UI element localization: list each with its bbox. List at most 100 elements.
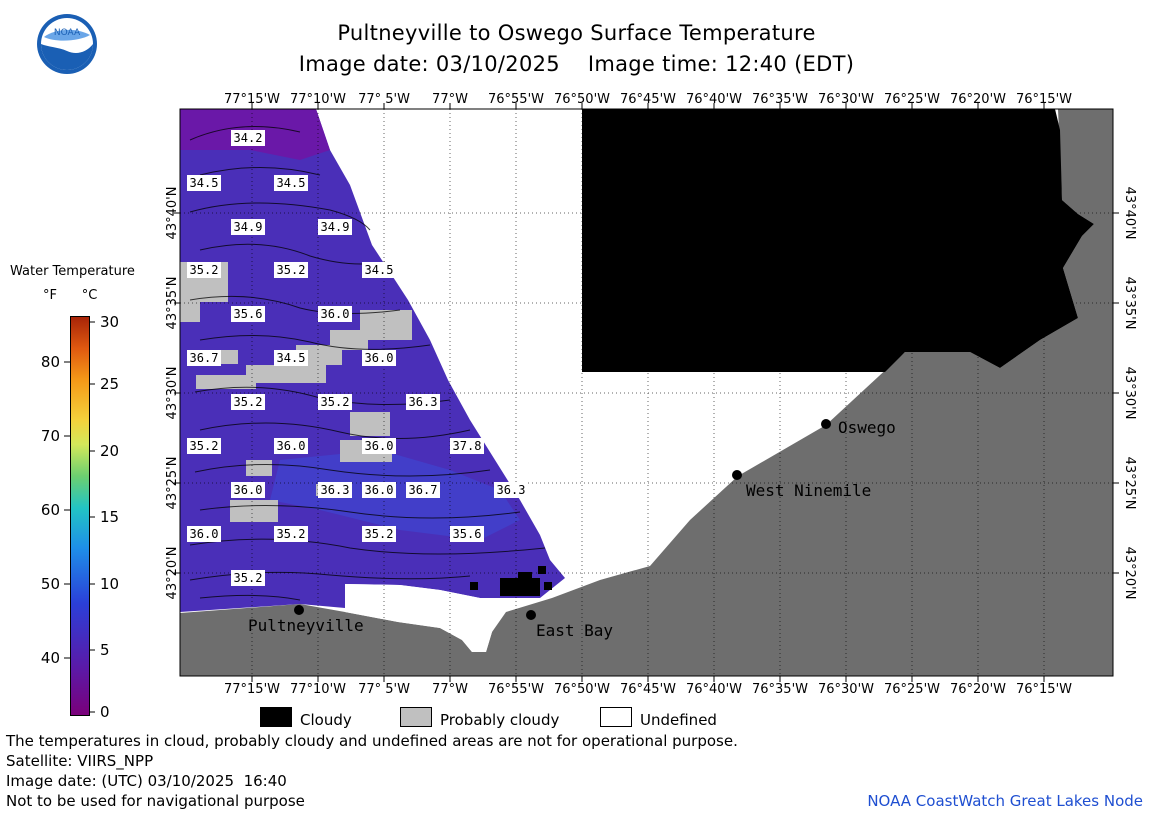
temperature-label: 35.6 — [234, 307, 263, 321]
cloud-area — [582, 109, 1094, 372]
lat-label: 43°25'N — [165, 457, 180, 510]
temperature-label-box — [231, 482, 265, 498]
temperature-label-box — [231, 130, 265, 146]
lat-label: 43°20'N — [165, 547, 180, 600]
footer-satellite: Satellite: VIIRS_NPP — [6, 752, 154, 770]
colorbar-title: Water Temperature — [10, 264, 135, 279]
temperature-label: 36.7 — [409, 483, 438, 497]
credit-link[interactable]: NOAA CoastWatch Great Lakes Node — [867, 792, 1143, 810]
temperature-label-box — [494, 482, 528, 498]
temperature-colorbar — [70, 316, 90, 716]
lon-label: 77°10'W — [290, 682, 346, 697]
colorbar-c-tick: 10 — [100, 575, 119, 593]
lon-label: 77° 5'W — [358, 92, 410, 107]
lon-label: 76°25'W — [884, 92, 940, 107]
temperature-label: 36.0 — [365, 439, 394, 453]
lat-label: 43°35'N — [1122, 277, 1137, 330]
place-label-pultneyville: Pultneyville — [248, 616, 364, 635]
temperature-label: 36.0 — [277, 439, 306, 453]
legend-swatch-undefined — [600, 707, 632, 727]
lon-label: 76°55'W — [488, 682, 544, 697]
temperature-label-box — [362, 482, 396, 498]
temperature-label: 36.0 — [365, 351, 394, 365]
colorbar-f-tick: 50 — [41, 575, 60, 593]
temperature-label: 36.7 — [190, 351, 219, 365]
temperature-label-box — [274, 438, 308, 454]
temperature-label-box — [406, 394, 440, 410]
temperature-label: 35.2 — [234, 571, 263, 585]
lon-label: 76°15'W — [1016, 92, 1072, 107]
place-marker-dot — [821, 419, 831, 429]
lon-label: 77°15'W — [224, 682, 280, 697]
lat-labels-right: 43°40'N 43°35'N 43°30'N 43°25'N 43°20'N — [1122, 187, 1137, 600]
colorbar-c-tick: 5 — [100, 641, 110, 659]
lon-label: 76°50'W — [554, 92, 610, 107]
colorbar-c-tick: 20 — [100, 442, 119, 460]
lon-label: 76°15'W — [1016, 682, 1072, 697]
lat-label: 43°40'N — [1122, 187, 1137, 240]
noaa-logo: NOAA — [37, 14, 97, 74]
legend-swatch-cloudy — [260, 707, 292, 727]
cloud-fragments — [470, 566, 552, 596]
lon-label: 76°35'W — [752, 682, 808, 697]
land-area — [180, 109, 1113, 676]
temperature-label-box — [362, 526, 396, 542]
colorbar-units: °F °C — [43, 288, 98, 303]
lon-label: 76°55'W — [488, 92, 544, 107]
temperature-label: 34.5 — [365, 263, 394, 277]
lon-label: 77°15'W — [224, 92, 280, 107]
temperature-label: 36.0 — [365, 483, 394, 497]
place-markers: Pultneyville East Bay West Ninemile Oswe… — [248, 418, 896, 640]
lon-label: 76°20'W — [950, 682, 1006, 697]
lat-labels-left: 43°40'N 43°35'N 43°30'N 43°25'N 43°20'N — [165, 187, 180, 600]
colorbar-f-tick: 40 — [41, 649, 60, 667]
map-title: Pultneyville to Oswego Surface Temperatu… — [337, 21, 816, 45]
temperature-label: 34.9 — [321, 220, 350, 234]
lon-label: 76°50'W — [554, 682, 610, 697]
colorbar-c-tick: 15 — [100, 508, 119, 526]
colorbar-f-tick: 80 — [41, 353, 60, 371]
lon-label: 76°45'W — [620, 92, 676, 107]
place-label-west-ninemile: West Ninemile — [746, 481, 871, 500]
lon-label: 76°25'W — [884, 682, 940, 697]
legend-label-cloudy: Cloudy — [300, 711, 352, 729]
colorbar-c-tick: 30 — [100, 313, 119, 331]
lon-label: 77°W — [432, 682, 468, 697]
temperature-label-box — [362, 350, 396, 366]
lat-label: 43°20'N — [1122, 547, 1137, 600]
lat-label: 43°40'N — [165, 187, 180, 240]
temperature-label-box — [274, 262, 308, 278]
axis-ticks — [174, 103, 1119, 682]
lon-label: 76°30'W — [818, 682, 874, 697]
place-marker-dot — [526, 610, 536, 620]
map-title-block: Pultneyville to Oswego Surface Temperatu… — [0, 18, 1153, 80]
temperature-label-box — [318, 482, 352, 498]
temperature-labels: 34.2 34.5 34.5 34.9 34.9 35.2 35.2 34.5 35.6 36.0… — [187, 130, 528, 586]
image-date-time: Image date: 03/10/2025 Image time: 12:40… — [298, 52, 855, 76]
temperature-label: 34.5 — [190, 176, 219, 190]
footer-image-date: Image date: (UTC) 03/10/2025 16:40 — [6, 772, 287, 790]
temperature-label-box — [231, 219, 265, 235]
temperature-label: 36.0 — [190, 527, 219, 541]
lon-label: 77°10'W — [290, 92, 346, 107]
place-label-oswego: Oswego — [838, 418, 896, 437]
temperature-label: 36.3 — [497, 483, 526, 497]
temperature-label-box — [187, 350, 221, 366]
lon-label: 77°W — [432, 92, 468, 107]
temperature-label-box — [318, 219, 352, 235]
footer-navigation-warning: Not to be used for navigational purpose — [6, 792, 305, 810]
temperature-label: 34.5 — [277, 351, 306, 365]
temperature-label: 35.2 — [190, 263, 219, 277]
place-label-east-bay: East Bay — [536, 621, 613, 640]
temperature-label-box — [318, 394, 352, 410]
lon-labels-top: 77°15'W 77°10'W 77° 5'W 77°W 76°55'W 76°… — [224, 92, 1072, 107]
temperature-label: 36.3 — [409, 395, 438, 409]
lon-label: 76°30'W — [818, 92, 874, 107]
temperature-label-box — [406, 482, 440, 498]
colorbar-c-tick: 25 — [100, 375, 119, 393]
temperature-label-box — [450, 526, 484, 542]
lon-label: 76°40'W — [686, 92, 742, 107]
lat-label: 43°25'N — [1122, 457, 1137, 510]
temperature-label: 34.5 — [277, 176, 306, 190]
